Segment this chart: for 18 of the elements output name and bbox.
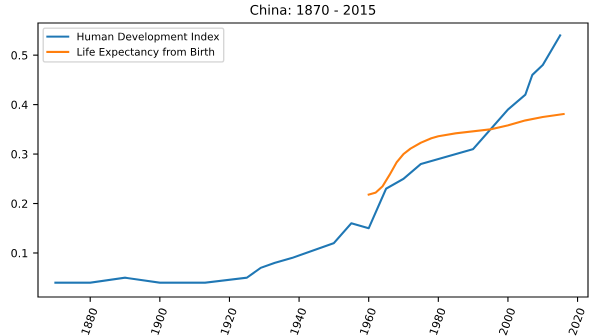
y-tick-label: 0.3 — [11, 150, 28, 158]
chart-title: China: 1870 - 2015 — [250, 4, 376, 15]
y-tick-label: 0.5 — [11, 51, 28, 60]
x-tick-label: 1920 — [220, 307, 238, 336]
x-tick-label: 1980 — [429, 307, 446, 336]
x-tick-label: 1880 — [80, 307, 98, 336]
y-tick-label: 0.1 — [11, 248, 28, 258]
line-series — [368, 112, 565, 196]
line-series — [54, 34, 562, 284]
y-tick-label: 0.4 — [11, 100, 28, 109]
legend-label: Life Expectancy from Birth — [78, 48, 214, 58]
x-tick-label: 1960 — [359, 307, 376, 336]
x-tick-label: 1940 — [290, 307, 307, 336]
legend-label: Human Development Index — [78, 32, 220, 42]
x-tick-label: 2020 — [568, 307, 586, 336]
x-tick-label: 1900 — [150, 307, 168, 336]
y-tick-label: 0.2 — [11, 200, 28, 208]
x-tick-label: 2000 — [498, 307, 516, 336]
